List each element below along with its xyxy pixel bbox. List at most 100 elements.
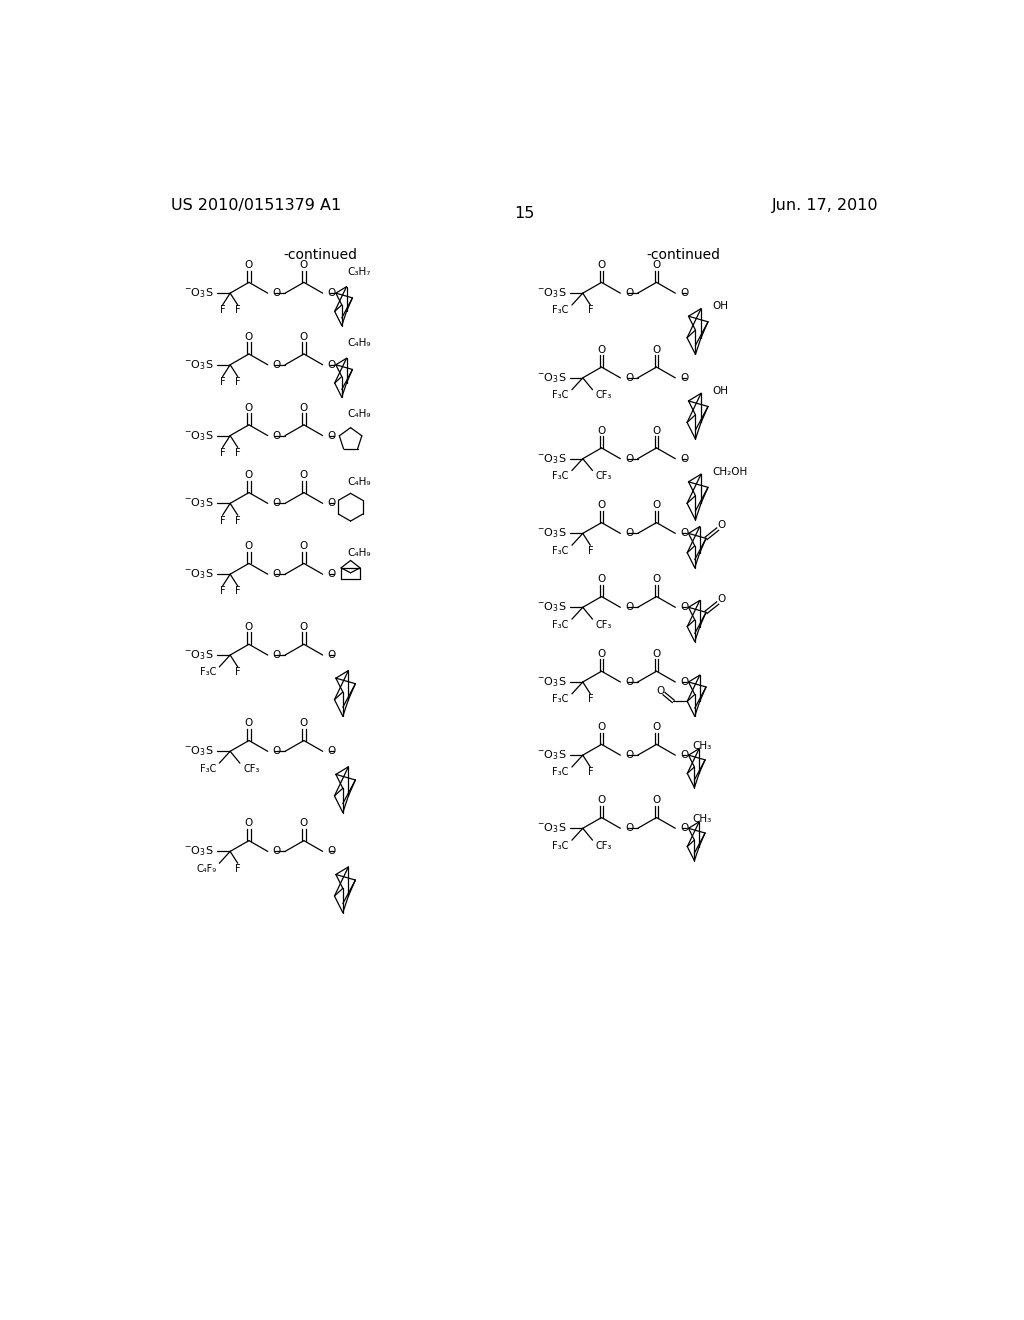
Text: O: O <box>718 520 726 531</box>
Text: $^{-}$O$_3$S: $^{-}$O$_3$S <box>184 568 214 581</box>
Text: O: O <box>597 649 605 659</box>
Text: O: O <box>328 499 336 508</box>
Text: US 2010/0151379 A1: US 2010/0151379 A1 <box>171 198 341 214</box>
Text: CF₃: CF₃ <box>596 391 612 400</box>
Text: O: O <box>328 746 336 756</box>
Text: O: O <box>680 677 688 686</box>
Text: $^{-}$O$_3$S: $^{-}$O$_3$S <box>538 601 566 614</box>
Text: O: O <box>597 260 605 271</box>
Text: O: O <box>625 288 633 298</box>
Text: O: O <box>300 622 308 632</box>
Text: F₃C: F₃C <box>552 841 568 850</box>
Text: O: O <box>272 430 281 441</box>
Text: F₃C: F₃C <box>552 471 568 480</box>
Text: O: O <box>328 649 336 660</box>
Text: O: O <box>272 288 281 298</box>
Text: O: O <box>245 718 253 729</box>
Text: O: O <box>245 541 253 552</box>
Text: CF₃: CF₃ <box>243 763 259 774</box>
Text: $^{-}$O$_3$S: $^{-}$O$_3$S <box>184 496 214 511</box>
Text: O: O <box>625 824 633 833</box>
Text: F: F <box>220 378 225 387</box>
Text: OH: OH <box>712 385 728 396</box>
Text: $^{-}$O$_3$S: $^{-}$O$_3$S <box>538 371 566 384</box>
Text: O: O <box>300 403 308 413</box>
Text: O: O <box>300 818 308 829</box>
Text: O: O <box>652 345 660 355</box>
Text: O: O <box>245 818 253 829</box>
Text: O: O <box>680 602 688 612</box>
Text: O: O <box>597 425 605 436</box>
Text: O: O <box>245 470 253 480</box>
Text: F₃C: F₃C <box>552 545 568 556</box>
Text: F: F <box>234 668 241 677</box>
Text: 15: 15 <box>515 206 535 222</box>
Text: F: F <box>220 447 225 458</box>
Text: O: O <box>272 360 281 370</box>
Text: C₄H₉: C₄H₉ <box>347 338 371 348</box>
Text: O: O <box>625 602 633 612</box>
Text: O: O <box>625 372 633 383</box>
Text: O: O <box>245 260 253 271</box>
Text: O: O <box>272 499 281 508</box>
Text: C₃H₇: C₃H₇ <box>347 267 371 277</box>
Text: $^{-}$O$_3$S: $^{-}$O$_3$S <box>538 286 566 300</box>
Text: O: O <box>245 331 253 342</box>
Text: O: O <box>597 574 605 585</box>
Text: O: O <box>680 528 688 539</box>
Text: F: F <box>588 305 593 315</box>
Text: CF₃: CF₃ <box>596 619 612 630</box>
Text: O: O <box>680 750 688 760</box>
Text: F: F <box>220 586 225 597</box>
Text: F: F <box>234 447 241 458</box>
Text: CH₃: CH₃ <box>692 814 712 824</box>
Text: F₃C: F₃C <box>552 619 568 630</box>
Text: C₄H₉: C₄H₉ <box>347 409 371 418</box>
Text: F: F <box>588 545 593 556</box>
Text: $^{-}$O$_3$S: $^{-}$O$_3$S <box>184 845 214 858</box>
Text: $^{-}$O$_3$S: $^{-}$O$_3$S <box>538 748 566 762</box>
Text: F₃C: F₃C <box>552 391 568 400</box>
Text: F₃C: F₃C <box>200 763 216 774</box>
Text: O: O <box>597 345 605 355</box>
Text: O: O <box>680 824 688 833</box>
Text: Jun. 17, 2010: Jun. 17, 2010 <box>772 198 879 214</box>
Text: $^{-}$O$_3$S: $^{-}$O$_3$S <box>538 451 566 466</box>
Text: O: O <box>597 500 605 511</box>
Text: O: O <box>328 846 336 857</box>
Text: O: O <box>652 260 660 271</box>
Text: O: O <box>300 718 308 729</box>
Text: O: O <box>300 331 308 342</box>
Text: O: O <box>245 622 253 632</box>
Text: C₄F₉: C₄F₉ <box>196 863 216 874</box>
Text: O: O <box>597 795 605 805</box>
Text: O: O <box>328 430 336 441</box>
Text: O: O <box>328 288 336 298</box>
Text: O: O <box>652 574 660 585</box>
Text: F₃C: F₃C <box>200 668 216 677</box>
Text: O: O <box>300 541 308 552</box>
Text: CF₃: CF₃ <box>596 471 612 480</box>
Text: F₃C: F₃C <box>552 694 568 705</box>
Text: $^{-}$O$_3$S: $^{-}$O$_3$S <box>538 527 566 540</box>
Text: O: O <box>652 795 660 805</box>
Text: F: F <box>234 516 241 525</box>
Text: F: F <box>588 767 593 777</box>
Text: O: O <box>300 260 308 271</box>
Text: -continued: -continued <box>646 248 720 263</box>
Text: $^{-}$O$_3$S: $^{-}$O$_3$S <box>538 675 566 689</box>
Text: O: O <box>300 470 308 480</box>
Text: F: F <box>220 305 225 315</box>
Text: $^{-}$O$_3$S: $^{-}$O$_3$S <box>538 821 566 836</box>
Text: F₃C: F₃C <box>552 305 568 315</box>
Text: O: O <box>272 846 281 857</box>
Text: $^{-}$O$_3$S: $^{-}$O$_3$S <box>184 744 214 758</box>
Text: O: O <box>652 649 660 659</box>
Text: $^{-}$O$_3$S: $^{-}$O$_3$S <box>184 286 214 300</box>
Text: O: O <box>680 454 688 463</box>
Text: O: O <box>680 372 688 383</box>
Text: $^{-}$O$_3$S: $^{-}$O$_3$S <box>184 429 214 442</box>
Text: OH: OH <box>712 301 728 312</box>
Text: O: O <box>245 403 253 413</box>
Text: O: O <box>272 649 281 660</box>
